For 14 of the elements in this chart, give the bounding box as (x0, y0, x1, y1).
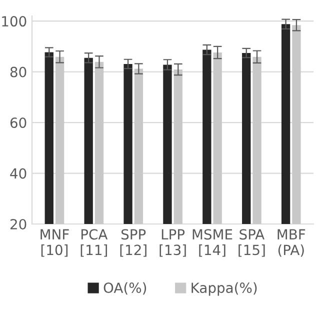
x-tick-label: MSME [14] (192, 229, 232, 257)
legend-label: OA(%) (104, 282, 146, 295)
x-tick-label: SPP [12] (120, 229, 146, 257)
x-tick-label: SPA [15] (238, 229, 265, 257)
legend-label: Kappa(%) (192, 282, 257, 296)
x-tick-label: LPP [13] (160, 229, 186, 257)
y-tick-label: 40 (10, 168, 26, 179)
x-tick-label: MNF [10] (40, 229, 69, 257)
y-tick-label: 60 (10, 118, 26, 128)
y-tick-label: 100 (2, 16, 26, 27)
x-tick-label: PCA [11] (80, 229, 108, 257)
x-tick-label: MBF (PA) (278, 229, 306, 257)
y-tick-label: 80 (10, 66, 26, 78)
y-tick-label: 20 (10, 218, 26, 230)
